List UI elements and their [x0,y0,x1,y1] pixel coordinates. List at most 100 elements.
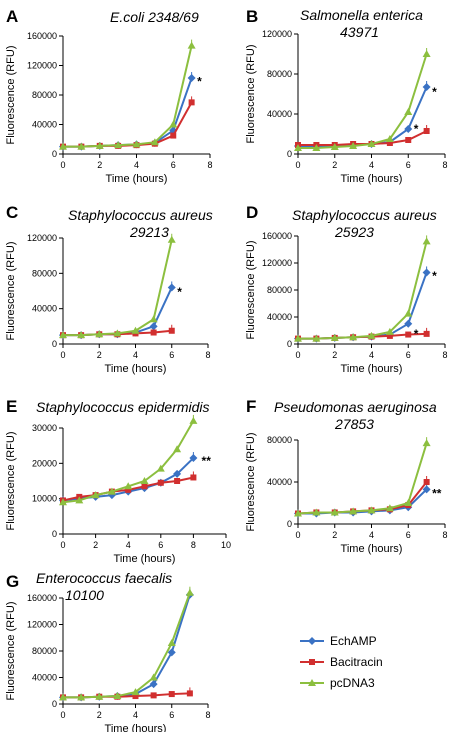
data-point [189,416,198,424]
significance-marker: * [414,122,419,136]
data-point [107,487,116,495]
data-point [294,509,302,517]
x-tick-label: 6 [406,350,411,360]
data-point [349,333,358,341]
legend-marker [308,679,316,686]
y-axis-label: Fluorescence (RFU) [5,45,17,144]
significance-marker: * [432,85,437,99]
y-axis-label: Fluorescence (RFU) [245,44,257,143]
x-tick-label: 4 [126,540,131,550]
data-point [190,474,197,481]
x-tick-label: 8 [191,540,196,550]
y-tick-label: 160000 [262,231,292,241]
data-point [125,486,132,493]
data-point [141,483,148,490]
significance-marker: ** [202,454,212,468]
data-point [167,639,176,647]
data-point [422,485,431,494]
y-tick-label: 80000 [32,90,57,100]
y-tick-label: 120000 [262,258,292,268]
legend: EchAMP Bacitracin pcDNA3 [300,634,383,690]
chart-title: 27853 [334,416,374,432]
y-tick-label: 80000 [267,435,292,445]
data-point [131,326,140,334]
x-tick-label: 6 [169,350,174,360]
data-point [330,333,339,341]
data-point [312,334,321,342]
y-axis-label: Fluorescence (RFU) [5,431,17,530]
x-axis-label: Time (hours) [114,553,176,565]
y-tick-label: 160000 [27,593,57,603]
x-tick-label: 6 [171,160,176,170]
data-point [294,144,302,151]
data-point [132,693,139,700]
y-tick-label: 120000 [27,620,57,630]
data-point [150,692,157,699]
y-tick-label: 0 [287,339,292,349]
x-tick-label: 8 [205,710,210,720]
chart-title: 25923 [334,224,374,240]
data-point [59,331,67,339]
x-axis-label: Time (hours) [105,723,167,732]
legend-label: pcDNA3 [330,676,375,690]
chart-title: Enterococcus faecalis [36,570,172,586]
x-axis-label: Time (hours) [105,363,167,375]
data-point [149,680,158,689]
data-point [330,508,339,516]
y-tick-label: 40000 [267,109,292,119]
data-point [170,132,177,139]
y-tick-label: 40000 [267,312,292,322]
legend-label: Bacitracin [330,655,383,669]
y-tick-label: 0 [52,149,57,159]
data-point [167,235,176,243]
data-point [367,331,376,339]
data-point [95,141,104,149]
x-tick-label: 8 [205,350,210,360]
data-point [185,588,194,596]
x-tick-label: 2 [97,160,102,170]
data-point [312,508,321,516]
significance-marker: * [197,74,202,88]
x-tick-label: 8 [442,350,447,360]
x-tick-label: 6 [406,160,411,170]
x-tick-label: 8 [442,530,447,540]
y-tick-label: 0 [287,149,292,159]
panel-e: E Staphylococcus epidermidis 0 10000 20000 30… [5,397,231,565]
data-point [59,498,67,506]
y-tick-label: 0 [52,529,57,539]
series-line-pcdna3 [298,53,428,149]
x-tick-label: 8 [442,160,447,170]
legend-marker [308,637,316,645]
x-tick-label: 4 [369,160,374,170]
x-axis-label: Time (hours) [106,173,168,185]
significance-marker: * [432,269,437,283]
y-axis-label: Fluorescence (RFU) [5,601,17,700]
data-point [113,692,122,700]
y-tick-label: 80000 [267,69,292,79]
data-point [95,330,104,338]
chart-title: E.coli 2348/69 [110,9,199,25]
y-tick-label: 0 [52,339,57,349]
significance-marker: * [177,285,182,299]
data-point [189,454,198,463]
x-tick-label: 6 [169,710,174,720]
data-point [188,99,195,106]
data-point [404,309,413,317]
x-axis-label: Time (hours) [341,173,403,185]
data-point [367,506,376,514]
significance-marker: * [414,327,419,341]
data-point [149,673,158,681]
chart-title: Staphylococcus aureus [292,207,437,223]
data-point [349,507,358,515]
data-point [187,41,196,49]
y-tick-label: 80000 [32,268,57,278]
y-tick-label: 40000 [267,477,292,487]
series-line-echamp [298,272,428,340]
data-point [131,688,140,696]
chart-title: Pseudomonas aeruginosa [274,399,437,415]
data-point [124,482,133,490]
